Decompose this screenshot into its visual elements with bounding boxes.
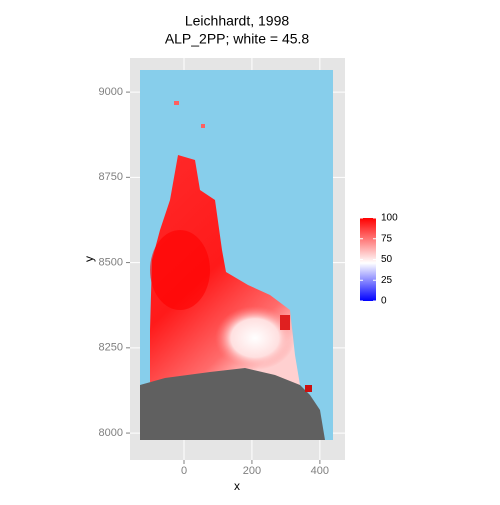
y-tick-label: 8500: [99, 256, 123, 268]
legend-label: 0: [381, 296, 387, 307]
legend-label: 50: [381, 254, 393, 265]
no-data-region: [140, 368, 325, 440]
chart-subtitle: ALP_2PP; white = 45.8: [165, 31, 310, 47]
chart-title: Leichhardt, 1998: [185, 13, 290, 29]
legend-label: 100: [381, 213, 398, 224]
legend-label: 25: [381, 275, 393, 286]
y-tick-label: 9000: [99, 86, 123, 98]
y-tick-label: 8750: [99, 171, 123, 183]
y-tick-label: 8250: [99, 342, 123, 354]
raster-cell: [174, 101, 179, 105]
y-tick-label: 8000: [99, 427, 123, 439]
raster-region: [150, 230, 210, 310]
y-axis-label: y: [82, 256, 96, 262]
legend-label: 75: [381, 233, 393, 244]
raster-cell: [280, 315, 290, 330]
raster-cell: [201, 124, 205, 128]
colorbar: [360, 218, 376, 301]
raster-region: [215, 306, 295, 370]
x-tick-label: 200: [243, 465, 261, 477]
x-tick-label: 0: [181, 465, 187, 477]
x-tick-label: 400: [311, 465, 329, 477]
raster-cell: [305, 385, 312, 392]
x-axis-label: x: [234, 479, 240, 493]
map: [140, 70, 333, 440]
